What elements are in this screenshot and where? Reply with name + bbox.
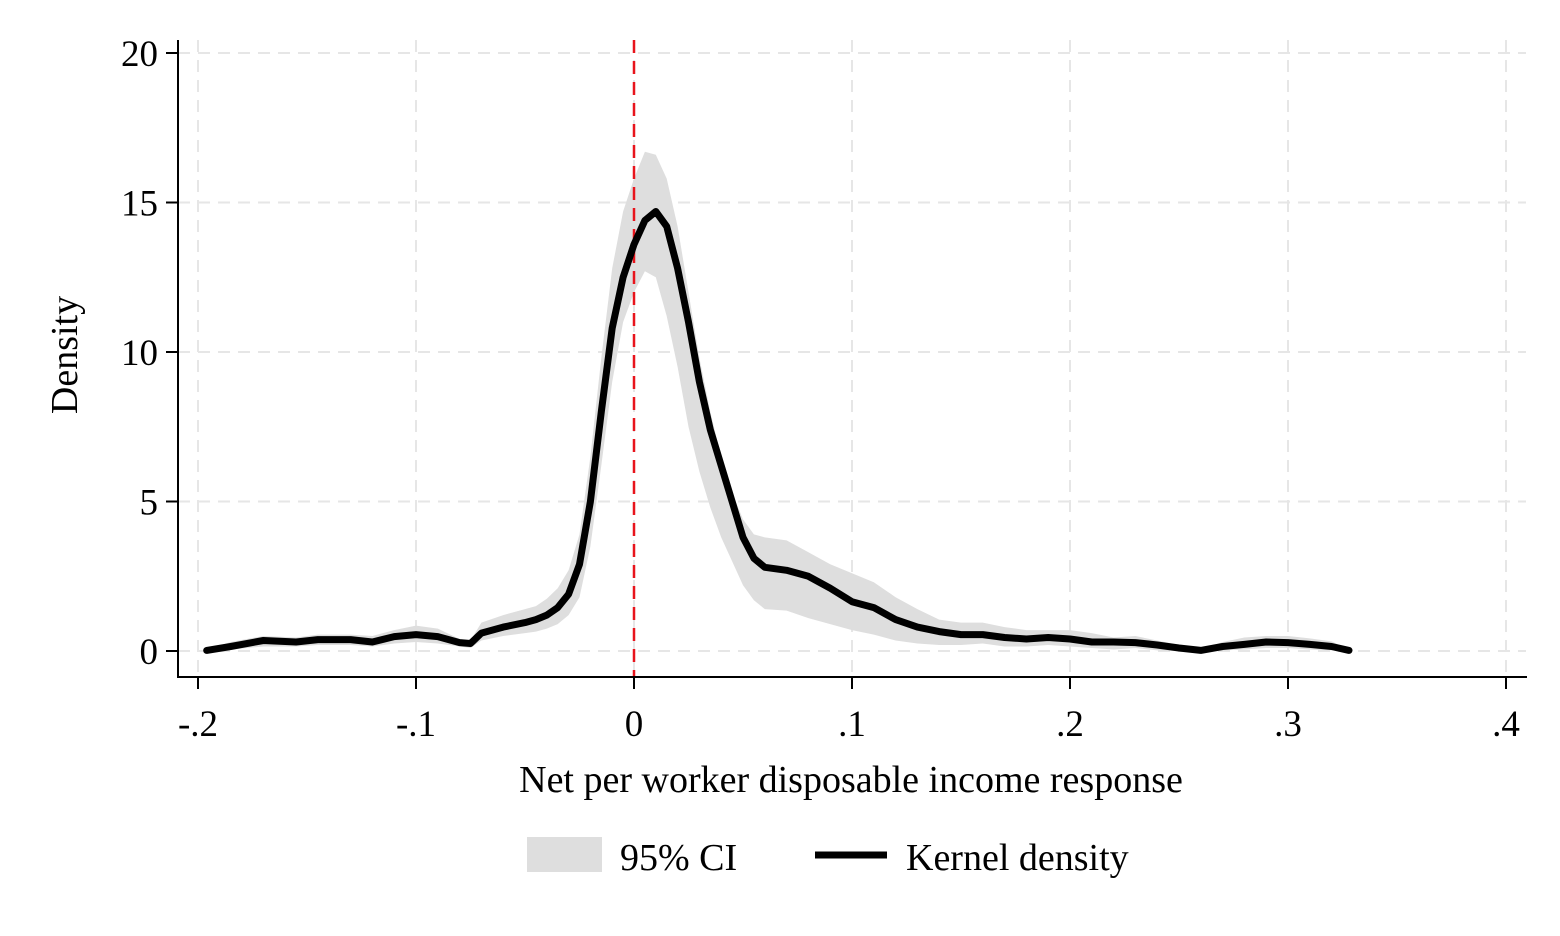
y-tick-label-0: 0 — [140, 632, 159, 673]
ci-band — [206, 151, 1350, 651]
y-axis-title: Density — [44, 296, 86, 414]
legend-swatch-ci — [527, 837, 602, 872]
x-tick-label-1: -.1 — [396, 704, 436, 745]
gridlines — [178, 40, 1526, 676]
axes — [166, 40, 1527, 689]
y-tick-labels: 0 5 10 15 20 — [121, 34, 158, 673]
x-tick-label-6: .4 — [1492, 704, 1520, 745]
x-tick-label-3: .1 — [838, 704, 866, 745]
legend: 95% CI Kernel density — [527, 837, 1129, 879]
y-tick-label-2: 10 — [121, 333, 158, 374]
x-tick-label-5: .3 — [1274, 704, 1302, 745]
y-tick-label-4: 20 — [121, 34, 158, 75]
y-tick-label-3: 15 — [121, 184, 158, 225]
x-tick-label-2: 0 — [625, 704, 644, 745]
x-tick-labels: -.2 -.1 0 .1 .2 .3 .4 — [178, 704, 1520, 745]
y-tick-label-1: 5 — [140, 483, 159, 524]
x-tick-label-4: .2 — [1056, 704, 1084, 745]
x-tick-label-0: -.2 — [178, 704, 218, 745]
x-axis-title: Net per worker disposable income respons… — [519, 759, 1183, 801]
legend-label-ci: 95% CI — [620, 837, 737, 879]
ci-band-layer — [206, 151, 1350, 651]
legend-label-kernel: Kernel density — [906, 837, 1129, 879]
density-line-layer — [203, 208, 1353, 654]
kernel-density-line — [203, 208, 1353, 654]
